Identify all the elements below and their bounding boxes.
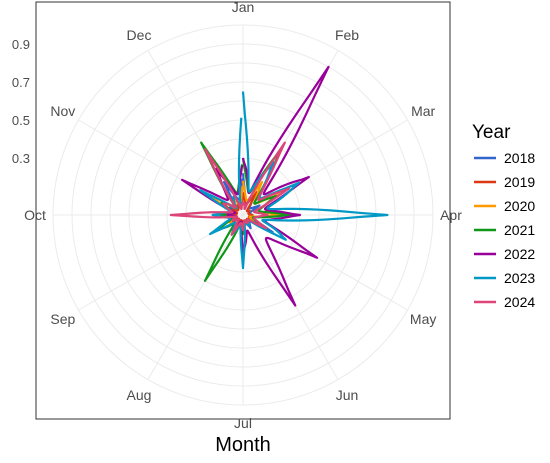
month-tick-label: Feb	[335, 27, 359, 43]
month-tick-label: Mar	[411, 103, 435, 119]
legend-label-2023: 2023	[504, 270, 535, 286]
series-line-2023	[199, 91, 389, 270]
month-tick-label: Apr	[440, 207, 462, 223]
legend-label-2022: 2022	[504, 246, 535, 262]
legend-label-2024: 2024	[504, 294, 535, 310]
month-tick-label: Dec	[127, 27, 152, 43]
month-tick-label: Sep	[50, 311, 75, 327]
series-layer	[169, 65, 389, 307]
legend-label-2020: 2020	[504, 198, 535, 214]
month-tick-label: Jun	[336, 387, 359, 403]
month-tick-label: Aug	[127, 387, 152, 403]
grid-spoke	[147, 214, 244, 380]
x-axis-title: Month	[215, 434, 271, 456]
legend-label-2018: 2018	[504, 150, 535, 166]
legend-label-2019: 2019	[504, 174, 535, 190]
series-line-2024	[169, 141, 291, 236]
radial-tick-label: 0.5	[12, 113, 30, 128]
radial-tick-label: 0.7	[12, 75, 30, 90]
radial-tick-label: 0.3	[12, 151, 30, 166]
month-tick-label: May	[410, 311, 436, 327]
month-tick-label: Oct	[24, 207, 46, 223]
month-tick-label: Nov	[50, 103, 75, 119]
month-tick-label: Jan	[232, 0, 255, 15]
legend-label-2021: 2021	[504, 222, 535, 238]
radial-tick-label: 0.9	[12, 37, 30, 52]
legend-title: Year	[472, 122, 511, 143]
legend: Year 2018 2019 2020 2021 2022 2023 2024	[472, 122, 535, 310]
label-layer: Jan Feb Mar Apr May Jun Jul Aug Sep Oct Nov Dec 0.3 0…	[12, 0, 462, 431]
month-tick-label: Jul	[234, 415, 252, 431]
